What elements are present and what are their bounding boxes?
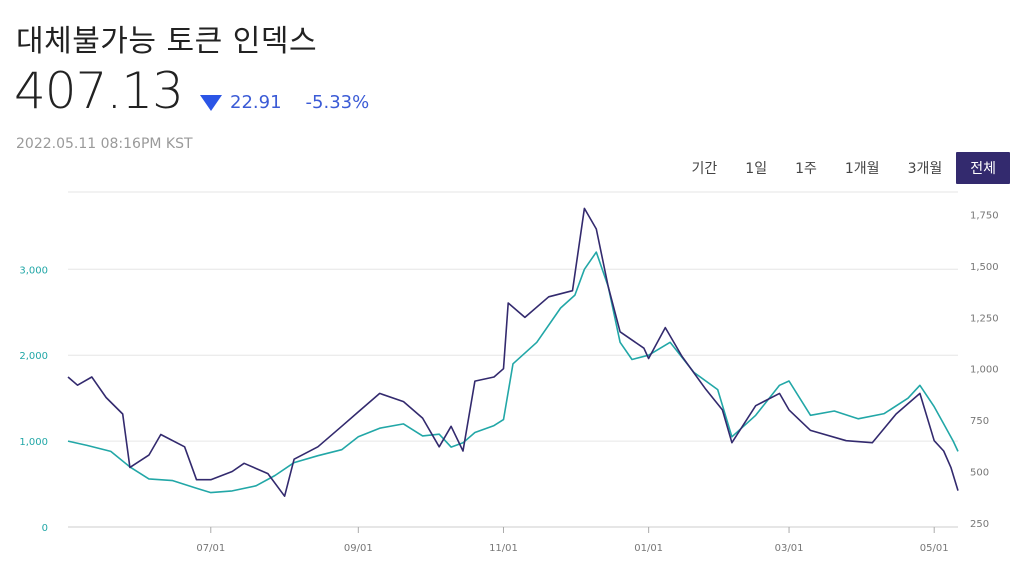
right-tick-label: 1,000 — [970, 365, 999, 376]
range-tab-all[interactable]: 전체 — [956, 152, 1010, 184]
x-tick-label: 07/01 — [196, 543, 225, 554]
right-tick-label: 750 — [970, 416, 989, 427]
range-tab-3m[interactable]: 3개월 — [907, 161, 943, 177]
change-percent: -5.33% — [305, 92, 370, 113]
range-tab-1d[interactable]: 1일 — [745, 161, 768, 177]
range-tab-1m[interactable]: 1개월 — [844, 161, 880, 177]
change-value: 22.91 — [230, 92, 282, 113]
x-tick-label: 09/01 — [344, 543, 373, 554]
right-tick-label: 1,250 — [970, 313, 999, 324]
x-tick-label: 11/01 — [489, 543, 518, 554]
series-line-teal — [67, 251, 959, 494]
current-price: 407.13 — [14, 62, 184, 120]
right-tick-label: 1,500 — [970, 262, 999, 273]
right-tick-label: 1,750 — [970, 211, 999, 222]
left-tick-label: 0 — [42, 523, 48, 534]
left-tick-label: 3,000 — [19, 265, 48, 276]
x-tick-label: 03/01 — [775, 543, 804, 554]
range-tab-1w[interactable]: 1주 — [795, 161, 817, 177]
price-change: 22.91 -5.33% — [200, 92, 369, 113]
right-tick-label: 250 — [970, 519, 989, 530]
series-line-purple — [67, 207, 959, 498]
right-tick-label: 500 — [970, 468, 989, 479]
range-tab-period[interactable]: 기간 — [691, 161, 718, 177]
range-tabs: 기간 1일 1주 1개월 3개월 전체 — [678, 152, 1010, 184]
timestamp: 2022.05.11 08:16PM KST — [16, 136, 193, 152]
page-title: 대체불가능 토큰 인덱스 — [16, 24, 318, 59]
left-tick-label: 2,000 — [19, 351, 48, 362]
x-tick-label: 01/01 — [634, 543, 663, 554]
left-tick-label: 1,000 — [19, 437, 48, 448]
x-tick-label: 05/01 — [920, 543, 949, 554]
down-triangle-icon — [200, 94, 222, 111]
